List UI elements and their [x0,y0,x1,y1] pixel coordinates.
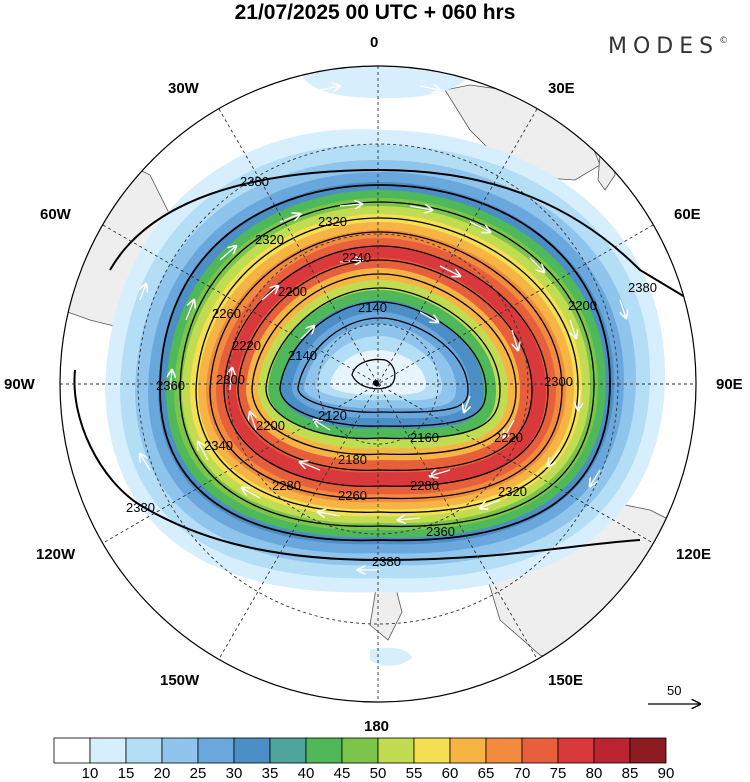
lon-label-120e: 120E [676,546,712,563]
contour-label: 2180 [338,452,367,467]
contour-label: 2200 [278,284,307,299]
contour-label: 2200 [256,418,285,433]
colorbar-tick-label: 25 [189,765,207,782]
contour-label: 2380 [126,500,155,515]
colorbar-swatch [197,737,235,764]
wind-vectors [140,86,626,570]
colorbar-swatch [89,737,127,764]
colorbar-swatch [125,737,163,764]
lon-label-90e: 90E [716,376,743,393]
lon-label-30e: 30E [548,80,575,97]
contour-label: 2200 [568,298,597,313]
lon-label-60e: 60E [674,206,701,223]
contour-label: 2380 [240,174,269,189]
pole-marker [373,380,379,386]
colorbar-swatch [377,737,415,764]
colorbar-tick-label: 20 [153,765,171,782]
contour-label: 2220 [232,338,261,353]
colorbar-tick-label: 10 [81,765,99,782]
contour-label: 2140 [358,300,387,315]
contour-label: 2220 [494,430,523,445]
colorbar-tick-label: 50 [369,765,387,782]
colorbar-swatch [413,737,451,764]
shade-south-lobe [370,647,412,666]
contour-label: 2380 [628,280,657,295]
contour-low-centre [351,358,396,390]
lon-label-150w: 150W [160,672,200,689]
map-disk [60,66,696,702]
colorbar-swatch [449,737,487,764]
contour-2360 [159,184,611,542]
brand-logo: MODES© [608,34,729,59]
contour-label: 2320 [498,484,527,499]
colorbar-tick-label: 45 [333,765,351,782]
contour-label: 2360 [426,524,455,539]
lon-label-120w: 120W [36,546,76,563]
colorbar-swatch [233,737,271,764]
colorbar-tick-label: 40 [297,765,315,782]
wind-reference-label: 50 [667,683,682,698]
map-border [59,65,697,703]
colorbar-tick-label: 85 [621,765,639,782]
contour-label: 2380 [372,554,401,569]
contour-label: 2140 [288,348,317,363]
contour-label: 2280 [272,478,301,493]
colorbar-swatch [161,737,199,764]
colorbar-tick-label: 65 [477,765,495,782]
map-title: 21/07/2025 00 UTC + 060 hrs [234,1,516,24]
contour-label: 2160 [410,430,439,445]
contour-label: 2320 [255,232,284,247]
colorbar-tick-label: 55 [405,765,423,782]
contour-label: 2260 [212,306,241,321]
contour-label: 2280 [410,478,439,493]
contour-label: 2240 [342,250,371,265]
contour-label: 2120 [318,408,347,423]
contour-2380-outer [73,168,691,562]
lon-label-180: 180 [364,718,390,735]
colorbar-swatch [593,737,631,764]
colorbar-swatch [557,737,595,764]
contour-label: 2300 [216,372,245,387]
colorbar-tick-label: 90 [657,765,675,782]
colorbar-swatch [629,737,667,764]
colorbar-tick-label: 60 [441,765,459,782]
colorbar-tick-label: 75 [549,765,567,782]
colorbar-tick-label: 15 [117,765,135,782]
contour-label: 2320 [318,214,347,229]
lon-label-90w: 90W [4,376,35,393]
lon-label-150e: 150E [548,672,584,689]
colorbar-tick-label: 35 [261,765,279,782]
lon-label-30w: 30W [168,80,199,97]
colorbar-swatch [485,737,523,764]
colorbar-swatch [521,737,559,764]
colorbar-swatch [305,737,343,764]
contour-label: 2300 [544,374,573,389]
colorbar-swatch [53,737,91,764]
colorbar-tick-label: 80 [585,765,603,782]
contour-label: 2360 [156,378,185,393]
contour-labels: 2380 2320 2320 2240 2200 2140 2260 2300 … [126,174,657,569]
contour-label: 2260 [338,488,367,503]
colorbar-tick-label: 70 [513,765,531,782]
contour-label: 2340 [204,438,233,453]
colorbar [53,737,667,764]
colorbar-swatch [341,737,379,764]
lon-label-60w: 60W [40,206,71,223]
colorbar-swatch [269,737,307,764]
colorbar-tick-label: 30 [225,765,243,782]
lon-label-0: 0 [370,34,379,51]
geopotential-contours [73,168,691,562]
